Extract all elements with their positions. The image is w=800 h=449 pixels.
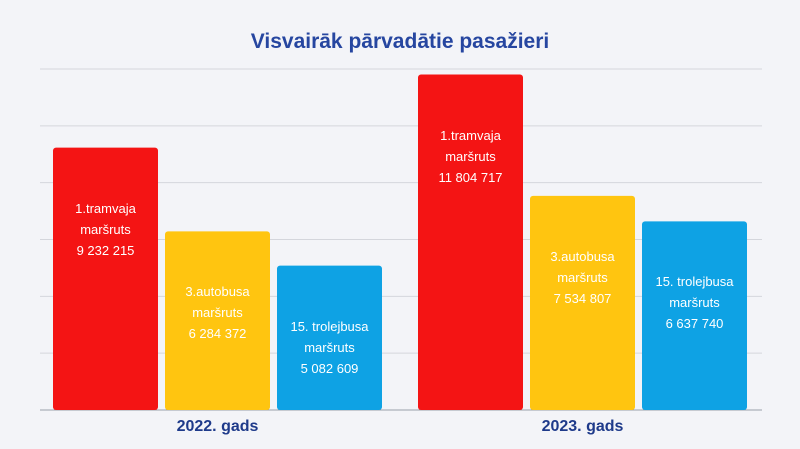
x-tick-label: 2023. gads xyxy=(541,418,624,435)
chart-title: Visvairāk pārvadātie pasažieri xyxy=(250,30,550,53)
bar xyxy=(642,221,747,410)
bar-series-label: 3.autobusa maršruts xyxy=(550,248,615,285)
bar-series-label: 1.tramvaja maršruts xyxy=(75,200,136,237)
bar-series-label: 15. trolejbusa maršruts xyxy=(655,274,734,311)
bar-value-label: 9 232 215 xyxy=(76,242,135,258)
bar-series-label: 1.tramvaja maršruts xyxy=(440,127,501,164)
bar-value-label: 7 534 807 xyxy=(553,290,612,306)
x-tick-label: 2022. gads xyxy=(176,418,259,435)
bar xyxy=(530,195,635,410)
bar xyxy=(165,231,270,410)
bar xyxy=(53,147,158,410)
bar-value-label: 5 082 609 xyxy=(300,360,359,376)
bar-series-label: 15. trolejbusa maršruts xyxy=(290,318,369,355)
bar-value-label: 6 284 372 xyxy=(188,326,247,342)
bar xyxy=(418,74,523,411)
bar-series-label: 3.autobusa maršruts xyxy=(185,284,250,321)
bar-value-label: 6 637 740 xyxy=(665,316,724,332)
bar xyxy=(277,265,382,410)
bar-value-label: 11 804 717 xyxy=(438,169,503,185)
